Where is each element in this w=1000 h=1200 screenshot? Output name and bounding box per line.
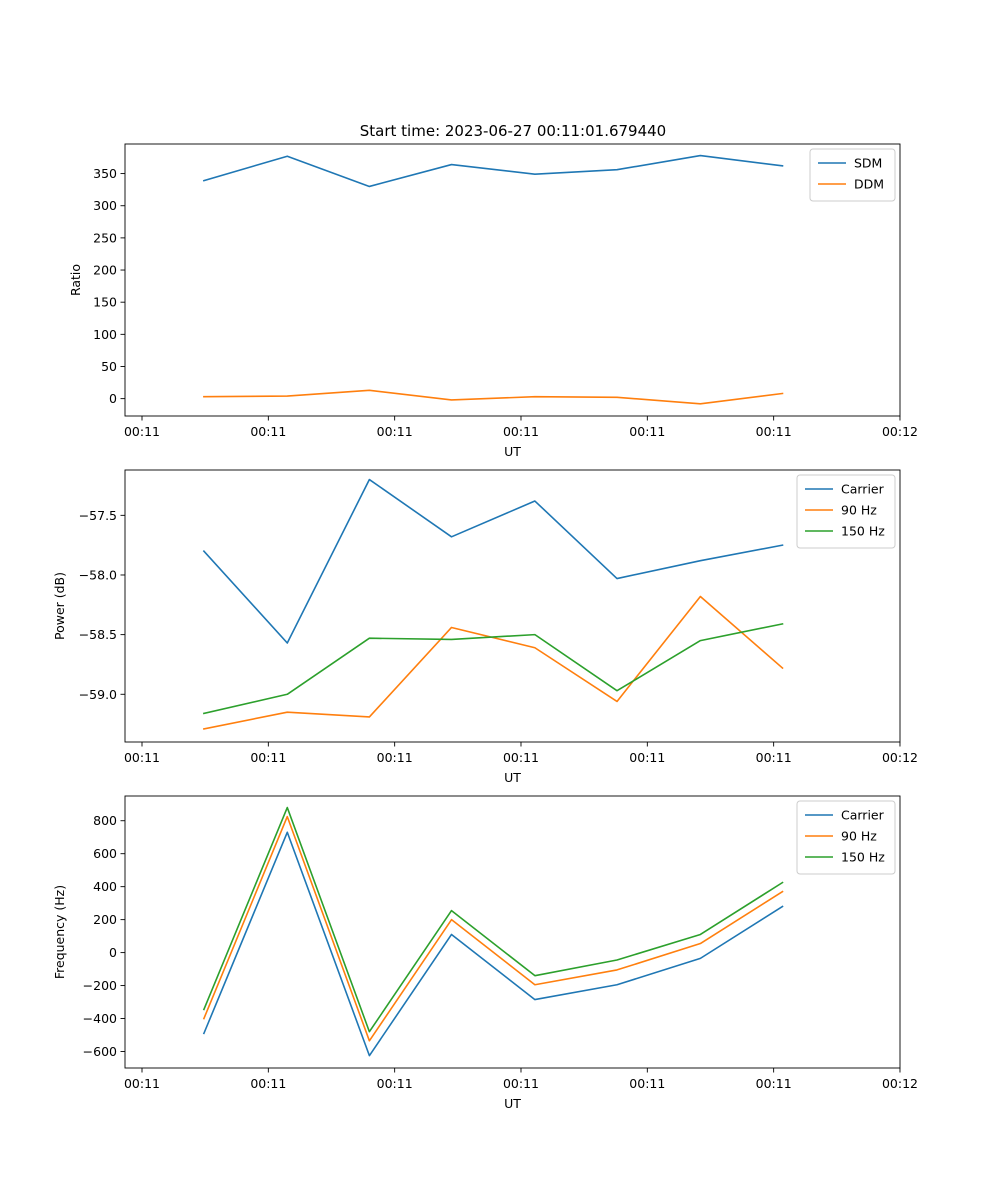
y-tick-label: −59.0 — [79, 687, 117, 702]
legend: Carrier 90 Hz 150 Hz — [796, 474, 896, 549]
x-axis-label: UT — [504, 444, 521, 459]
chart-panel-2: 00:11 00:11 00:11 00:11 00:11 00:11 00:12 −59.0… — [52, 469, 918, 785]
legend-label: 150 Hz — [841, 524, 885, 539]
legend-label: DDM — [854, 177, 884, 192]
y-axis-label: Power (dB) — [52, 572, 67, 640]
y-tick-label: 300 — [93, 198, 117, 213]
axes-frame — [124, 143, 901, 417]
x-tick-label: 00:11 — [756, 424, 792, 439]
series-line-carrier — [202, 478, 784, 644]
y-tick-label: 150 — [93, 295, 117, 310]
x-tick-label: 00:11 — [503, 1076, 539, 1091]
y-tick-label: −58.0 — [79, 567, 117, 582]
x-tick-label: 00:11 — [250, 750, 286, 765]
x-tick-label: 00:11 — [756, 1076, 792, 1091]
y-tick-label: 200 — [93, 263, 117, 278]
y-tick-label: 200 — [93, 912, 117, 927]
y-tick-label: −400 — [83, 1011, 117, 1026]
y-axis-label: Frequency (Hz) — [52, 885, 67, 979]
x-tick-label: 00:11 — [503, 424, 539, 439]
axes-frame — [124, 795, 901, 1069]
axes-frame — [124, 469, 901, 743]
x-tick-label: 00:11 — [124, 1076, 160, 1091]
x-tick-label: 00:11 — [377, 750, 413, 765]
x-tick-label: 00:11 — [377, 424, 413, 439]
y-axis-label: Ratio — [68, 264, 83, 296]
legend-box — [796, 474, 896, 549]
y-tick-label: −600 — [83, 1044, 117, 1059]
x-tick-label: 00:11 — [250, 1076, 286, 1091]
x-tick-label: 00:11 — [629, 424, 665, 439]
legend-label: SDM — [854, 156, 882, 171]
legend-label: 90 Hz — [841, 829, 877, 844]
x-tick-label: 00:11 — [629, 1076, 665, 1091]
x-tick-label: 00:12 — [882, 750, 918, 765]
chart-panel-1: 00:11 00:11 00:11 00:11 00:11 00:11 00:12 0 50 10… — [68, 143, 918, 459]
y-tick-label: −57.5 — [79, 508, 117, 523]
series-line-carrier — [202, 831, 784, 1057]
y-tick-label: 800 — [93, 813, 117, 828]
y-tick-label: −200 — [83, 978, 117, 993]
y-tick-label: 50 — [101, 359, 117, 374]
legend-box — [796, 800, 896, 875]
y-tick-label: 0 — [109, 945, 117, 960]
legend-label: Carrier — [841, 482, 885, 497]
x-tick-label: 00:11 — [250, 424, 286, 439]
legend: Carrier 90 Hz 150 Hz — [796, 800, 896, 875]
legend-label: 150 Hz — [841, 850, 885, 865]
series-line-90-hz — [202, 595, 784, 730]
series-line-150-hz — [202, 806, 784, 1033]
y-tick-label: 400 — [93, 879, 117, 894]
legend: SDM DDM — [809, 148, 896, 202]
legend-label: Carrier — [841, 808, 885, 823]
series-line-ddm — [203, 389, 784, 405]
x-tick-label: 00:11 — [756, 750, 792, 765]
legend-box — [809, 148, 896, 202]
y-tick-label: 250 — [93, 230, 117, 245]
series-line-sdm — [202, 154, 784, 188]
x-tick-label: 00:11 — [124, 750, 160, 765]
x-tick-label: 00:11 — [124, 424, 160, 439]
figure-title: Start time: 2023-06-27 00:11:01.679440 — [360, 122, 666, 140]
x-tick-label: 00:11 — [377, 1076, 413, 1091]
x-tick-label: 00:12 — [882, 1076, 918, 1091]
y-tick-label: 100 — [93, 327, 117, 342]
legend-label: 90 Hz — [841, 503, 877, 518]
x-axis-label: UT — [504, 1096, 521, 1111]
chart-panels: 00:11 00:11 00:11 00:11 00:11 00:11 00:12 0 50 10… — [52, 143, 918, 1111]
series-line-90-hz — [202, 815, 784, 1042]
x-axis-label: UT — [504, 770, 521, 785]
x-tick-label: 00:12 — [882, 424, 918, 439]
y-tick-label: 600 — [93, 846, 117, 861]
x-tick-label: 00:11 — [503, 750, 539, 765]
x-tick-label: 00:11 — [629, 750, 665, 765]
y-tick-label: 0 — [109, 391, 117, 406]
chart-panel-3: 00:11 00:11 00:11 00:11 00:11 00:11 00:12 −600 −… — [52, 795, 918, 1111]
y-tick-label: −58.5 — [79, 627, 117, 642]
series-line-150-hz — [202, 622, 784, 715]
y-tick-label: 350 — [93, 166, 117, 181]
